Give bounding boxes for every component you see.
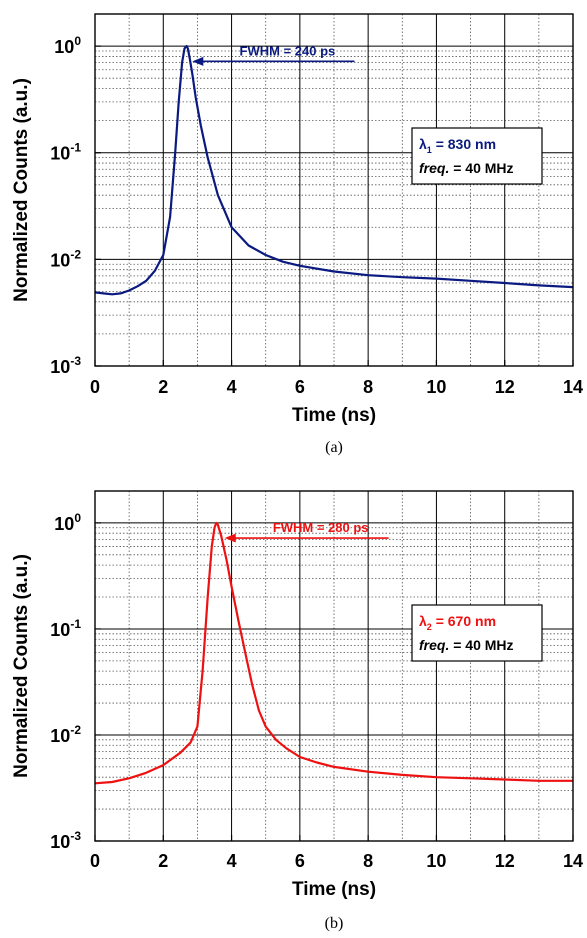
y-tick-label: 100 [54, 34, 81, 57]
frequency-text: freq. = 40 MHz [419, 637, 514, 653]
info-box [411, 127, 543, 185]
fwhm-annotation: FWHM = 280 ps [273, 520, 369, 535]
series-line [94, 521, 573, 785]
info-box [411, 604, 543, 662]
y-tick-label: 10-1 [50, 141, 81, 164]
y-tick-label: 10-1 [50, 617, 81, 640]
x-tick-label: 4 [227, 377, 237, 397]
x-tick-label: 2 [158, 377, 168, 397]
wavelength-value: = 670 nm [432, 613, 496, 629]
y-tick-exponent: -2 [70, 247, 81, 261]
x-tick-label: 2 [158, 851, 168, 871]
y-tick-exponent: -3 [70, 354, 81, 368]
frequency-text: freq. = 40 MHz [419, 160, 514, 176]
y-tick-exponent: -1 [70, 617, 81, 631]
series-line [94, 45, 574, 296]
frequency-value: = 40 MHz [449, 160, 513, 176]
y-tick-label: 10-2 [50, 723, 81, 746]
y-tick-base: 10 [50, 726, 70, 746]
plot-frame [94, 490, 574, 842]
x-tick-label: 14 [563, 377, 583, 397]
annotation-arrow-head [192, 56, 204, 66]
y-tick-label: 100 [54, 511, 81, 534]
y-tick-base: 10 [54, 37, 74, 57]
x-tick-label: 12 [495, 851, 515, 871]
x-tick-label: 4 [227, 851, 237, 871]
y-tick-label: 10-2 [50, 247, 81, 270]
frequency-value: = 40 MHz [449, 637, 513, 653]
panel-caption: (a) [325, 439, 343, 456]
x-tick-label: 10 [426, 377, 446, 397]
y-tick-exponent: -3 [70, 829, 81, 843]
wavelength-text: λ1 = 830 nm [419, 136, 496, 155]
x-tick-label: 10 [426, 851, 446, 871]
frequency-label: freq. [419, 160, 449, 176]
y-tick-base: 10 [50, 620, 70, 640]
frequency-label: freq. [419, 637, 449, 653]
panel-caption: (b) [325, 915, 344, 932]
y-axis-label: Normalized Counts (a.u.) [11, 78, 32, 302]
lambda-symbol: λ [419, 613, 427, 629]
x-tick-label: 14 [563, 851, 583, 871]
x-axis-label: Time (ns) [292, 879, 376, 900]
y-tick-exponent: 0 [74, 511, 81, 525]
fwhm-annotation: FWHM = 240 ps [240, 43, 336, 58]
annotation-arrow-head [224, 533, 236, 543]
x-tick-label: 6 [295, 851, 305, 871]
x-tick-label: 0 [90, 851, 100, 871]
wavelength-value: = 830 nm [432, 136, 496, 152]
lambda-subscript: 1 [427, 145, 432, 155]
y-tick-base: 10 [54, 514, 74, 534]
y-tick-base: 10 [50, 832, 70, 852]
y-tick-base: 10 [50, 357, 70, 377]
y-axis-label: Normalized Counts (a.u.) [11, 554, 32, 778]
x-tick-label: 12 [495, 377, 515, 397]
x-tick-label: 8 [363, 377, 373, 397]
y-tick-label: 10-3 [50, 829, 81, 852]
x-tick-label: 0 [90, 377, 100, 397]
y-tick-exponent: 0 [74, 34, 81, 48]
y-tick-exponent: -1 [70, 141, 81, 155]
plot-frame [94, 13, 574, 367]
y-tick-base: 10 [50, 250, 70, 270]
y-tick-label: 10-3 [50, 354, 81, 377]
wavelength-text: λ2 = 670 nm [419, 613, 496, 632]
x-tick-label: 8 [363, 851, 373, 871]
lambda-symbol: λ [419, 136, 427, 152]
lambda-subscript: 2 [427, 622, 432, 632]
x-tick-label: 6 [295, 377, 305, 397]
y-tick-exponent: -2 [70, 723, 81, 737]
x-axis-label: Time (ns) [292, 405, 376, 426]
y-tick-base: 10 [50, 144, 70, 164]
